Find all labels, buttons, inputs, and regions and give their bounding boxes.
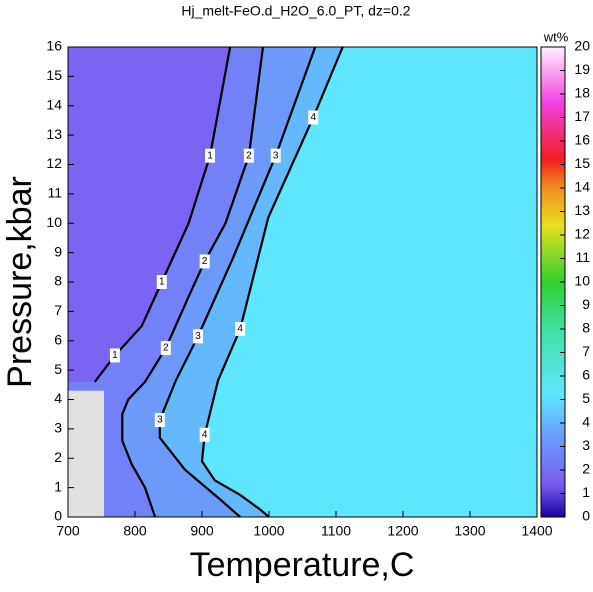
contour-label-bg (192, 329, 203, 344)
no-data-region (68, 390, 104, 517)
y-axis-label: Pressure,kbar (1, 176, 39, 388)
y-tick-label: 6 (54, 331, 62, 347)
y-tick-label: 3 (54, 420, 62, 436)
x-tick-label: 700 (56, 523, 80, 539)
contour-label: 4 (237, 324, 243, 335)
colorbar-tick-label: 0 (582, 508, 590, 524)
colorbar-label: wt% (543, 29, 569, 44)
contour-label-bg (235, 322, 246, 336)
contour-label: 4 (202, 429, 208, 440)
contour-label: 3 (157, 415, 163, 426)
colorbar-tick-label: 14 (574, 179, 590, 195)
contour-label-bg (160, 341, 171, 356)
y-tick-label: 4 (54, 390, 62, 406)
contour-label-bg (243, 148, 254, 163)
contour-region (68, 47, 231, 382)
x-tick-label: 1300 (454, 523, 485, 539)
y-tick-label: 9 (54, 243, 62, 259)
y-tick-label: 14 (46, 96, 62, 112)
contour-label: 4 (310, 112, 316, 123)
y-tick-label: 7 (54, 302, 62, 318)
colorbar-tick-label: 6 (582, 367, 590, 383)
contour-label-bg (270, 148, 281, 163)
y-tick-label: 16 (46, 38, 62, 54)
colorbar-tick-label: 18 (574, 85, 590, 101)
x-tick-label: 1200 (387, 523, 418, 539)
contour-line (158, 46, 317, 518)
colorbar-tick-label: 11 (575, 249, 590, 265)
colorbar-tick-label: 10 (574, 273, 590, 289)
contour-label: 1 (207, 150, 213, 161)
colorbar-tick-label: 15 (574, 155, 590, 171)
chart-title: Hj_melt-FeO.d_H2O_6.0_PT, dz=0.2 (181, 3, 410, 19)
colorbar-tick-label: 12 (574, 226, 590, 242)
colorbar-tick-label: 17 (574, 108, 590, 124)
y-tick-label: 10 (46, 214, 62, 230)
colorbar-tick-label: 3 (582, 437, 590, 453)
x-tick-label: 800 (123, 523, 147, 539)
y-tick-label: 13 (46, 126, 62, 142)
contour-line (121, 46, 265, 518)
contour-label: 2 (163, 343, 169, 354)
colorbar-tick-label: 9 (582, 296, 590, 312)
x-tick-label: 1100 (321, 523, 351, 539)
contour-label-bg (156, 275, 167, 289)
colorbar-tick-label: 2 (582, 461, 590, 477)
x-axis-label: Temperature,C (190, 546, 415, 584)
contour-label: 1 (112, 350, 118, 361)
y-tick-label: 11 (47, 185, 62, 201)
contour-label-bg (308, 110, 319, 125)
x-tick-label: 1000 (253, 523, 284, 539)
contour-label-bg (109, 348, 120, 363)
x-tick-label: 900 (190, 523, 214, 539)
colorbar-tick-label: 1 (582, 484, 590, 500)
contour-label-bg (199, 254, 210, 269)
y-tick-label: 1 (54, 478, 62, 494)
colorbar-tick-label: 7 (582, 343, 590, 359)
contour-label-bg (199, 427, 210, 442)
y-tick-label: 12 (46, 155, 62, 171)
contour-label: 2 (202, 256, 208, 267)
contour-label: 2 (246, 150, 252, 161)
colorbar-tick-label: 13 (574, 202, 590, 218)
x-tick-label: 1400 (521, 523, 552, 539)
colorbar-tick-label: 16 (574, 132, 590, 148)
contour-label: 3 (273, 150, 279, 161)
y-tick-label: 8 (54, 273, 62, 289)
y-tick-label: 15 (46, 67, 62, 83)
y-tick-label: 2 (54, 449, 62, 465)
y-tick-label: 5 (54, 361, 62, 377)
colorbar-tick-label: 20 (574, 38, 590, 54)
colorbar-tick-label: 5 (582, 390, 590, 406)
contour-label: 3 (195, 331, 201, 342)
y-tick-label: 0 (54, 508, 62, 524)
contour-label-bg (205, 148, 216, 163)
colorbar-tick-label: 19 (574, 61, 590, 77)
colorbar-tick-label: 8 (582, 320, 590, 336)
colorbar-tick-label: 4 (582, 414, 590, 430)
contour-label-bg (154, 413, 165, 428)
contour-label: 1 (159, 277, 165, 288)
